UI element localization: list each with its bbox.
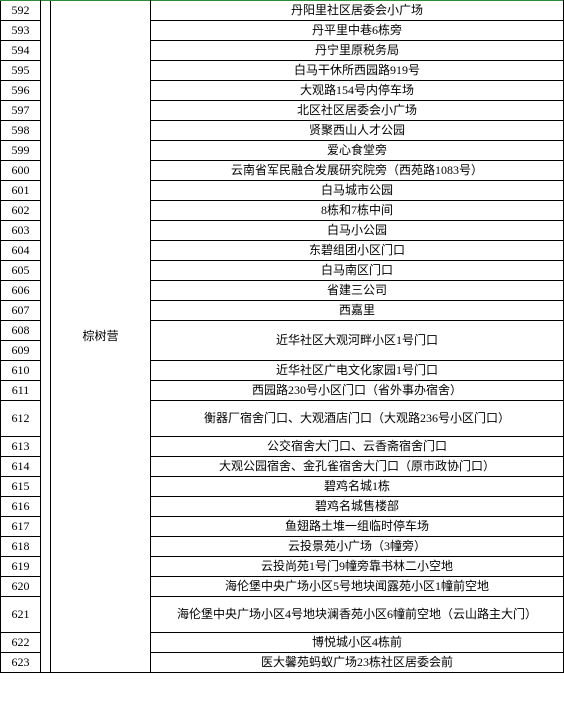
row-index: 595 <box>1 61 41 81</box>
row-index: 592 <box>1 1 41 21</box>
row-index: 593 <box>1 21 41 41</box>
location-text: 白马干休所西园路919号 <box>151 61 564 81</box>
location-text: 碧鸡名城售楼部 <box>151 497 564 517</box>
row-index: 606 <box>1 281 41 301</box>
location-text: 博悦城小区4栋前 <box>151 633 564 653</box>
row-index: 610 <box>1 361 41 381</box>
row-index: 603 <box>1 221 41 241</box>
row-index: 613 <box>1 437 41 457</box>
location-text: 衡器厂宿舍门口、大观酒店门口（大观路236号小区门口） <box>151 401 564 437</box>
location-text: 东碧组团小区门口 <box>151 241 564 261</box>
location-text: 丹宁里原税务局 <box>151 41 564 61</box>
row-index: 607 <box>1 301 41 321</box>
row-index: 618 <box>1 537 41 557</box>
row-index: 608 <box>1 321 41 341</box>
row-index: 609 <box>1 341 41 361</box>
location-text: 云投尚苑1号门9幢旁靠书林二小空地 <box>151 557 564 577</box>
row-index: 620 <box>1 577 41 597</box>
location-text: 西园路230号小区门口（省外事办宿舍） <box>151 381 564 401</box>
row-index: 605 <box>1 261 41 281</box>
spacer <box>41 1 51 673</box>
row-index: 622 <box>1 633 41 653</box>
location-text: 省建三公司 <box>151 281 564 301</box>
location-text: 白马小公园 <box>151 221 564 241</box>
row-index: 602 <box>1 201 41 221</box>
row-index: 594 <box>1 41 41 61</box>
location-text: 近华社区大观河畔小区1号门口 <box>151 321 564 361</box>
row-index: 619 <box>1 557 41 577</box>
row-index: 615 <box>1 477 41 497</box>
location-text: 白马南区门口 <box>151 261 564 281</box>
location-text: 云投景苑小广场（3幢旁） <box>151 537 564 557</box>
row-index: 596 <box>1 81 41 101</box>
row-index: 623 <box>1 653 41 673</box>
row-index: 617 <box>1 517 41 537</box>
row-index: 616 <box>1 497 41 517</box>
location-text: 近华社区广电文化家园1号门口 <box>151 361 564 381</box>
location-text: 碧鸡名城1栋 <box>151 477 564 497</box>
location-text: 公交宿舍大门口、云香斋宿舍门口 <box>151 437 564 457</box>
row-index: 597 <box>1 101 41 121</box>
location-text: 贤聚西山人才公园 <box>151 121 564 141</box>
row-index: 612 <box>1 401 41 437</box>
location-text: 丹平里中巷6栋旁 <box>151 21 564 41</box>
row-index: 601 <box>1 181 41 201</box>
location-text: 8栋和7栋中间 <box>151 201 564 221</box>
location-text: 海伦堡中央广场小区5号地块闻露苑小区1幢前空地 <box>151 577 564 597</box>
location-table: 592 棕树营丹阳里社区居委会小广场 593 丹平里中巷6栋旁 594 丹宁里原税务局 59… <box>0 0 564 673</box>
row-index: 598 <box>1 121 41 141</box>
group-label: 棕树营 <box>51 1 151 673</box>
row-index: 614 <box>1 457 41 477</box>
row-index: 604 <box>1 241 41 261</box>
location-text: 鱼翅路土堆一组临时停车场 <box>151 517 564 537</box>
location-text: 医大馨苑蚂蚁广场23栋社区居委会前 <box>151 653 564 673</box>
location-text: 海伦堡中央广场小区4号地块澜香苑小区6幢前空地（云山路主大门） <box>151 597 564 633</box>
row-index: 600 <box>1 161 41 181</box>
location-text: 大观公园宿舍、金孔雀宿舍大门口（原市政协门口） <box>151 457 564 477</box>
location-text: 大观路154号内停车场 <box>151 81 564 101</box>
row-index: 621 <box>1 597 41 633</box>
location-text: 云南省军民融合发展研究院旁（西苑路1083号） <box>151 161 564 181</box>
location-text: 丹阳里社区居委会小广场 <box>151 1 564 21</box>
location-text: 爱心食堂旁 <box>151 141 564 161</box>
location-text: 西嘉里 <box>151 301 564 321</box>
row-index: 599 <box>1 141 41 161</box>
location-text: 北区社区居委会小广场 <box>151 101 564 121</box>
location-text: 白马城市公园 <box>151 181 564 201</box>
row-index: 611 <box>1 381 41 401</box>
